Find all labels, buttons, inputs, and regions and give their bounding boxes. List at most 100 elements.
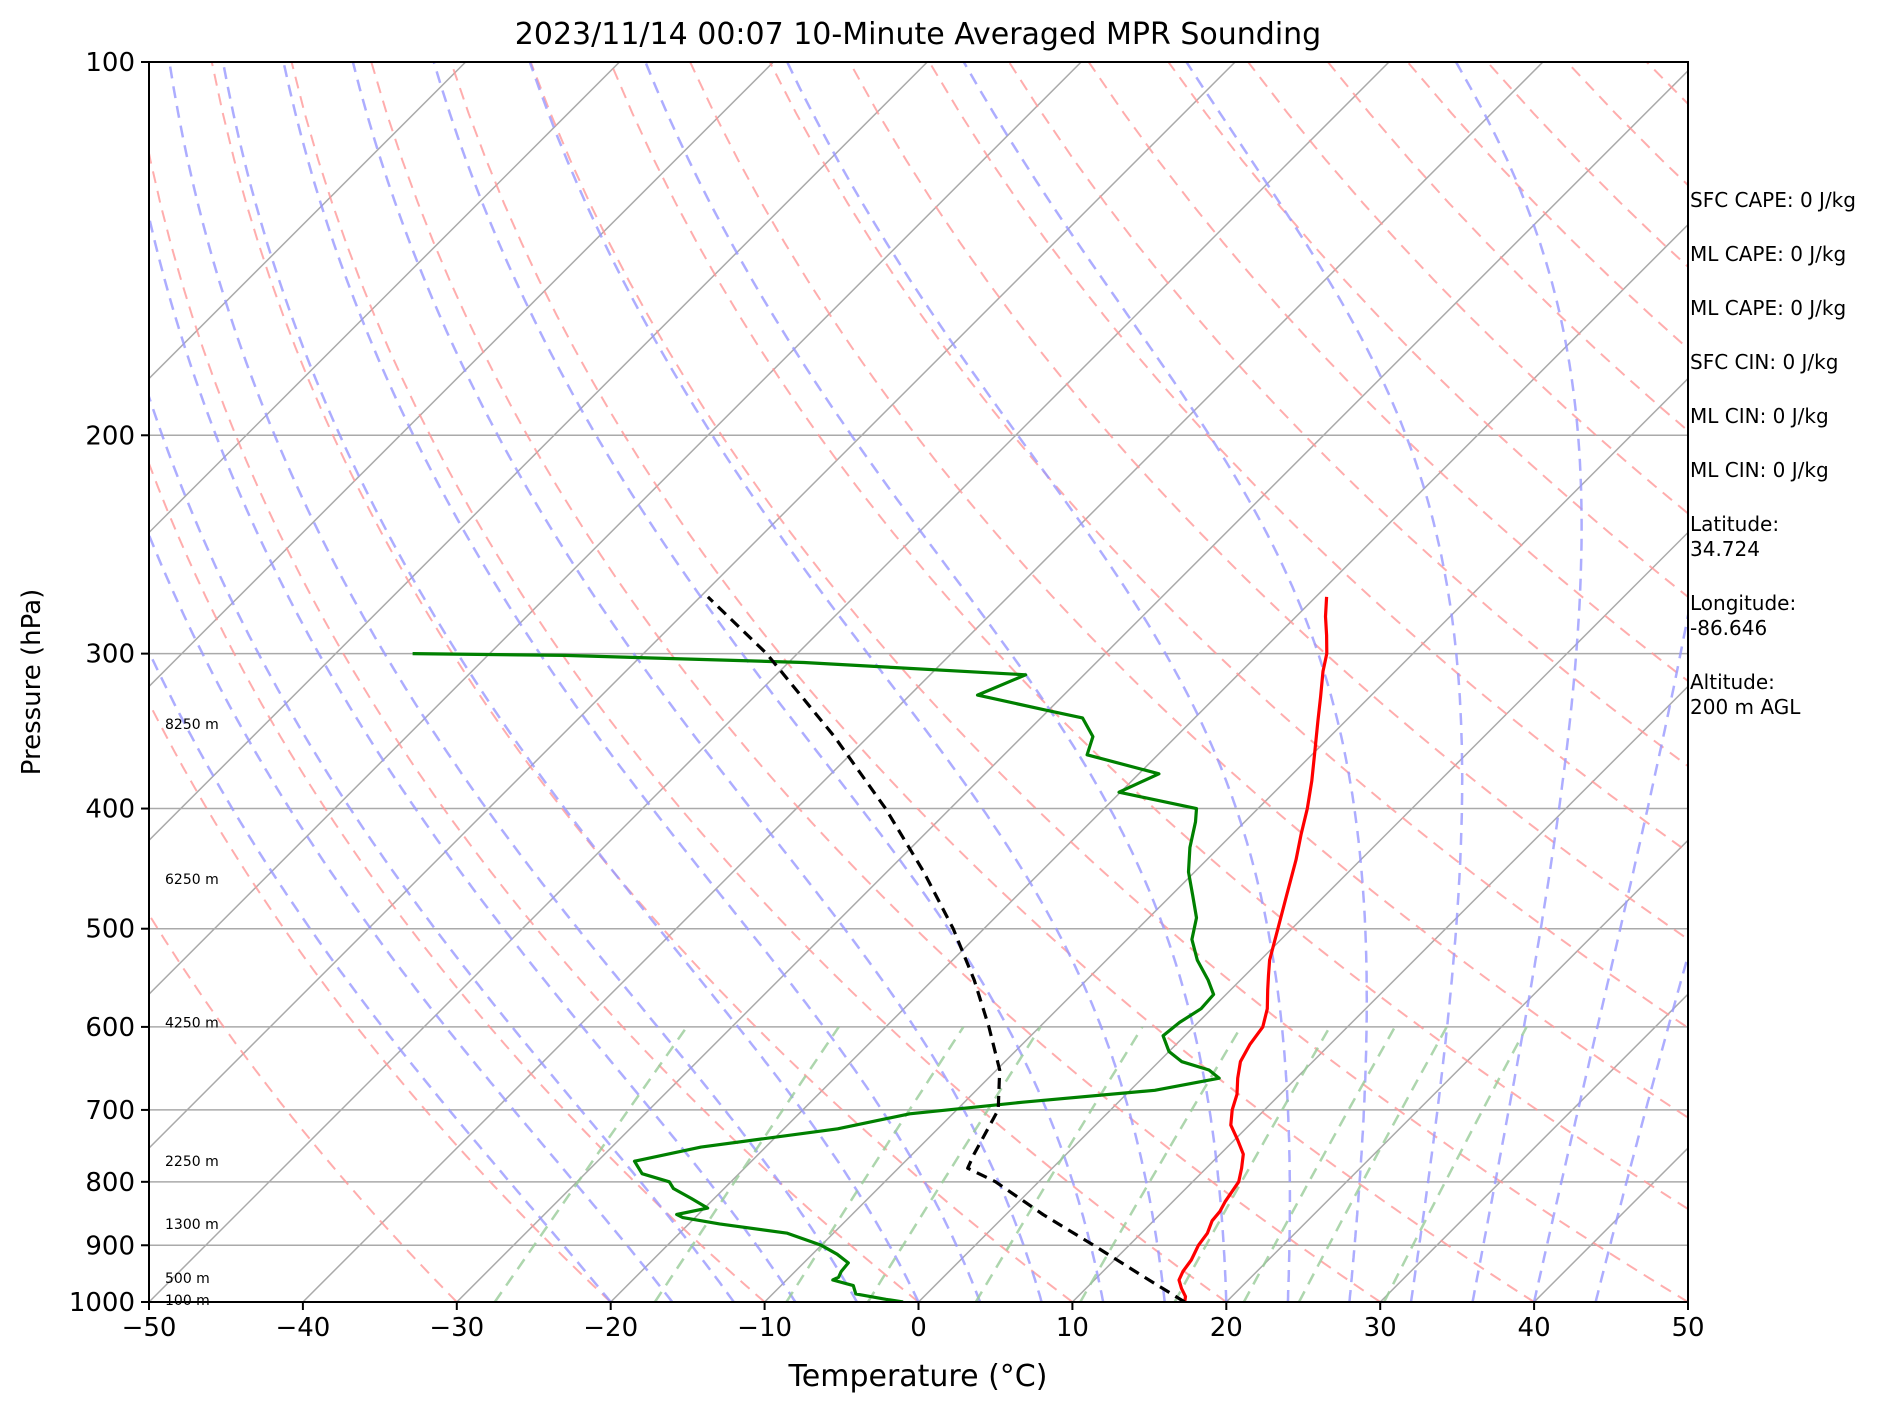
isotherm-line — [1071, 685, 1688, 1302]
latitude-text: Latitude: 34.724 — [1690, 512, 1780, 561]
plot-frame — [148, 61, 1689, 1303]
y-tick-label: 600 — [85, 1013, 135, 1043]
height-label: 100 m — [165, 1293, 210, 1309]
x-tick-label: 0 — [910, 1313, 927, 1343]
moist-adiabat-line — [282, 62, 982, 1302]
isotherm-line — [149, 62, 928, 842]
y-tick-label: 1000 — [69, 1288, 135, 1318]
height-label: 6250 m — [165, 872, 219, 888]
height-label: 8250 m — [165, 717, 219, 733]
x-tick-label: 20 — [1210, 1313, 1243, 1343]
y-tick-label: 200 — [85, 421, 135, 451]
moist-adiabat-line — [168, 62, 858, 1302]
isotherm-line — [1225, 839, 1688, 1302]
mixing-ratio-line — [493, 1026, 688, 1302]
x-tick-label: −40 — [275, 1313, 330, 1343]
longitude-text: Longitude: -86.646 — [1690, 591, 1797, 640]
isotherm-line — [149, 62, 1236, 1150]
mixing-ratio-line — [653, 1026, 840, 1302]
isotherm-line — [149, 62, 1082, 996]
dewpoint-trace — [412, 652, 1221, 1302]
isotherm-line — [610, 223, 1688, 1302]
height-label: 2250 m — [165, 1154, 219, 1170]
mixing-ratio-line — [1173, 1026, 1331, 1302]
moist-adiabat-line — [149, 211, 797, 1302]
dry-adiabat-line — [1087, 62, 1688, 683]
y-axis-label: Pressure (hPa) — [17, 589, 47, 776]
isotherm-line — [149, 62, 621, 534]
moist-adiabat-line — [1594, 950, 1688, 1302]
x-tick-label: 40 — [1518, 1313, 1551, 1343]
dry-adiabat-line — [529, 62, 1688, 1302]
x-axis-label: Temperature (°C) — [788, 1359, 1048, 1394]
moist-adiabat-line — [432, 62, 1105, 1302]
moist-adiabat-line — [1454, 62, 1583, 1302]
dry-adiabat-line — [210, 62, 1074, 1302]
axes: −50 −40 −30 −20 −10 0 10 20 30 40 50 100 200 300 400 50… — [69, 48, 1705, 1343]
isotherm-line — [1379, 993, 1688, 1302]
dry-adiabat-line — [928, 62, 1688, 854]
isotherm-line — [456, 69, 1688, 1302]
y-tick-label: 900 — [85, 1231, 135, 1261]
height-label: 1300 m — [165, 1217, 219, 1233]
height-label: 500 m — [165, 1271, 210, 1287]
dry-adiabat-line — [149, 912, 458, 1302]
mixing-ratio-line — [1382, 1026, 1528, 1302]
y-tick-label: 700 — [85, 1096, 135, 1126]
x-tick-label: −50 — [122, 1313, 177, 1343]
mixing-ratio-line — [974, 1026, 1144, 1302]
temperature-trace — [1177, 596, 1329, 1302]
moist-adiabat-line — [528, 62, 1166, 1302]
y-tick-label: 500 — [85, 915, 135, 945]
sfc-cape-text: SFC CAPE: 0 J/kg — [1690, 188, 1856, 212]
moist-adiabat-line — [1532, 608, 1688, 1302]
dry-adiabat-line — [1008, 62, 1688, 768]
moist-adiabat-line — [786, 62, 1292, 1302]
dry-adiabat-line — [609, 62, 1688, 1211]
isotherm-line — [302, 62, 1544, 1302]
ml-cin-text: ML CIN: 0 J/kg — [1690, 404, 1829, 428]
y-tick-label: 400 — [85, 795, 135, 825]
x-tick-label: −30 — [429, 1313, 484, 1343]
sfc-cin-text: SFC CIN: 0 J/kg — [1690, 350, 1839, 374]
y-tick-label: 100 — [85, 48, 135, 78]
dry-adiabat-line — [149, 148, 920, 1302]
dry-adiabat-line — [149, 700, 612, 1302]
ml-cape-text: ML CAPE: 0 J/kg — [1690, 242, 1847, 266]
moist-adiabat-line — [1185, 62, 1464, 1302]
dry-adiabat-line — [290, 62, 1227, 1302]
dry-adiabat-line — [1167, 62, 1688, 599]
y-tick-label: 300 — [85, 640, 135, 670]
parameters-panel: SFC CAPE: 0 J/kg ML CAPE: 0 J/kg ML CAPE… — [1690, 188, 1890, 749]
mixing-ratio-line — [1079, 1026, 1242, 1302]
ml-cin-text-2: ML CIN: 0 J/kg — [1690, 458, 1829, 482]
dry-adiabat-line — [689, 62, 1688, 1119]
isotherm-line — [149, 62, 1390, 1302]
isotherm-line — [764, 377, 1688, 1302]
altitude-text: Altitude: 200 m AGL — [1690, 670, 1801, 719]
moist-adiabat-line — [221, 62, 920, 1302]
moist-adiabat-line — [351, 62, 1043, 1302]
dry-adiabat-line — [768, 62, 1688, 1029]
dry-adiabat-line — [370, 62, 1381, 1302]
height-label: 4250 m — [165, 1015, 219, 1031]
isotherm-line — [149, 62, 467, 380]
y-tick-label: 800 — [85, 1168, 135, 1198]
x-tick-label: 50 — [1671, 1313, 1704, 1343]
dry-adiabat-line — [450, 62, 1535, 1302]
ml-cape-text-2: ML CAPE: 0 J/kg — [1690, 296, 1847, 320]
parcel-trace — [706, 595, 1186, 1302]
dry-adiabat-line — [149, 460, 766, 1302]
x-tick-label: 10 — [1056, 1313, 1089, 1343]
moist-adiabat-line — [149, 531, 674, 1302]
mixing-ratio-line — [866, 1026, 1042, 1302]
mixing-ratio-line — [1242, 1026, 1396, 1302]
mixing-ratio-line — [785, 1026, 965, 1302]
x-tick-label: 30 — [1364, 1313, 1397, 1343]
height-labels: 8250 m 6250 m 4250 m 2250 m 1300 m 500 m 100 m — [165, 717, 219, 1309]
moist-adiabat-line — [644, 62, 1228, 1302]
moist-adiabat-line — [962, 62, 1369, 1302]
sounding-traces — [412, 595, 1329, 1302]
moist-adiabat-line — [149, 392, 735, 1302]
